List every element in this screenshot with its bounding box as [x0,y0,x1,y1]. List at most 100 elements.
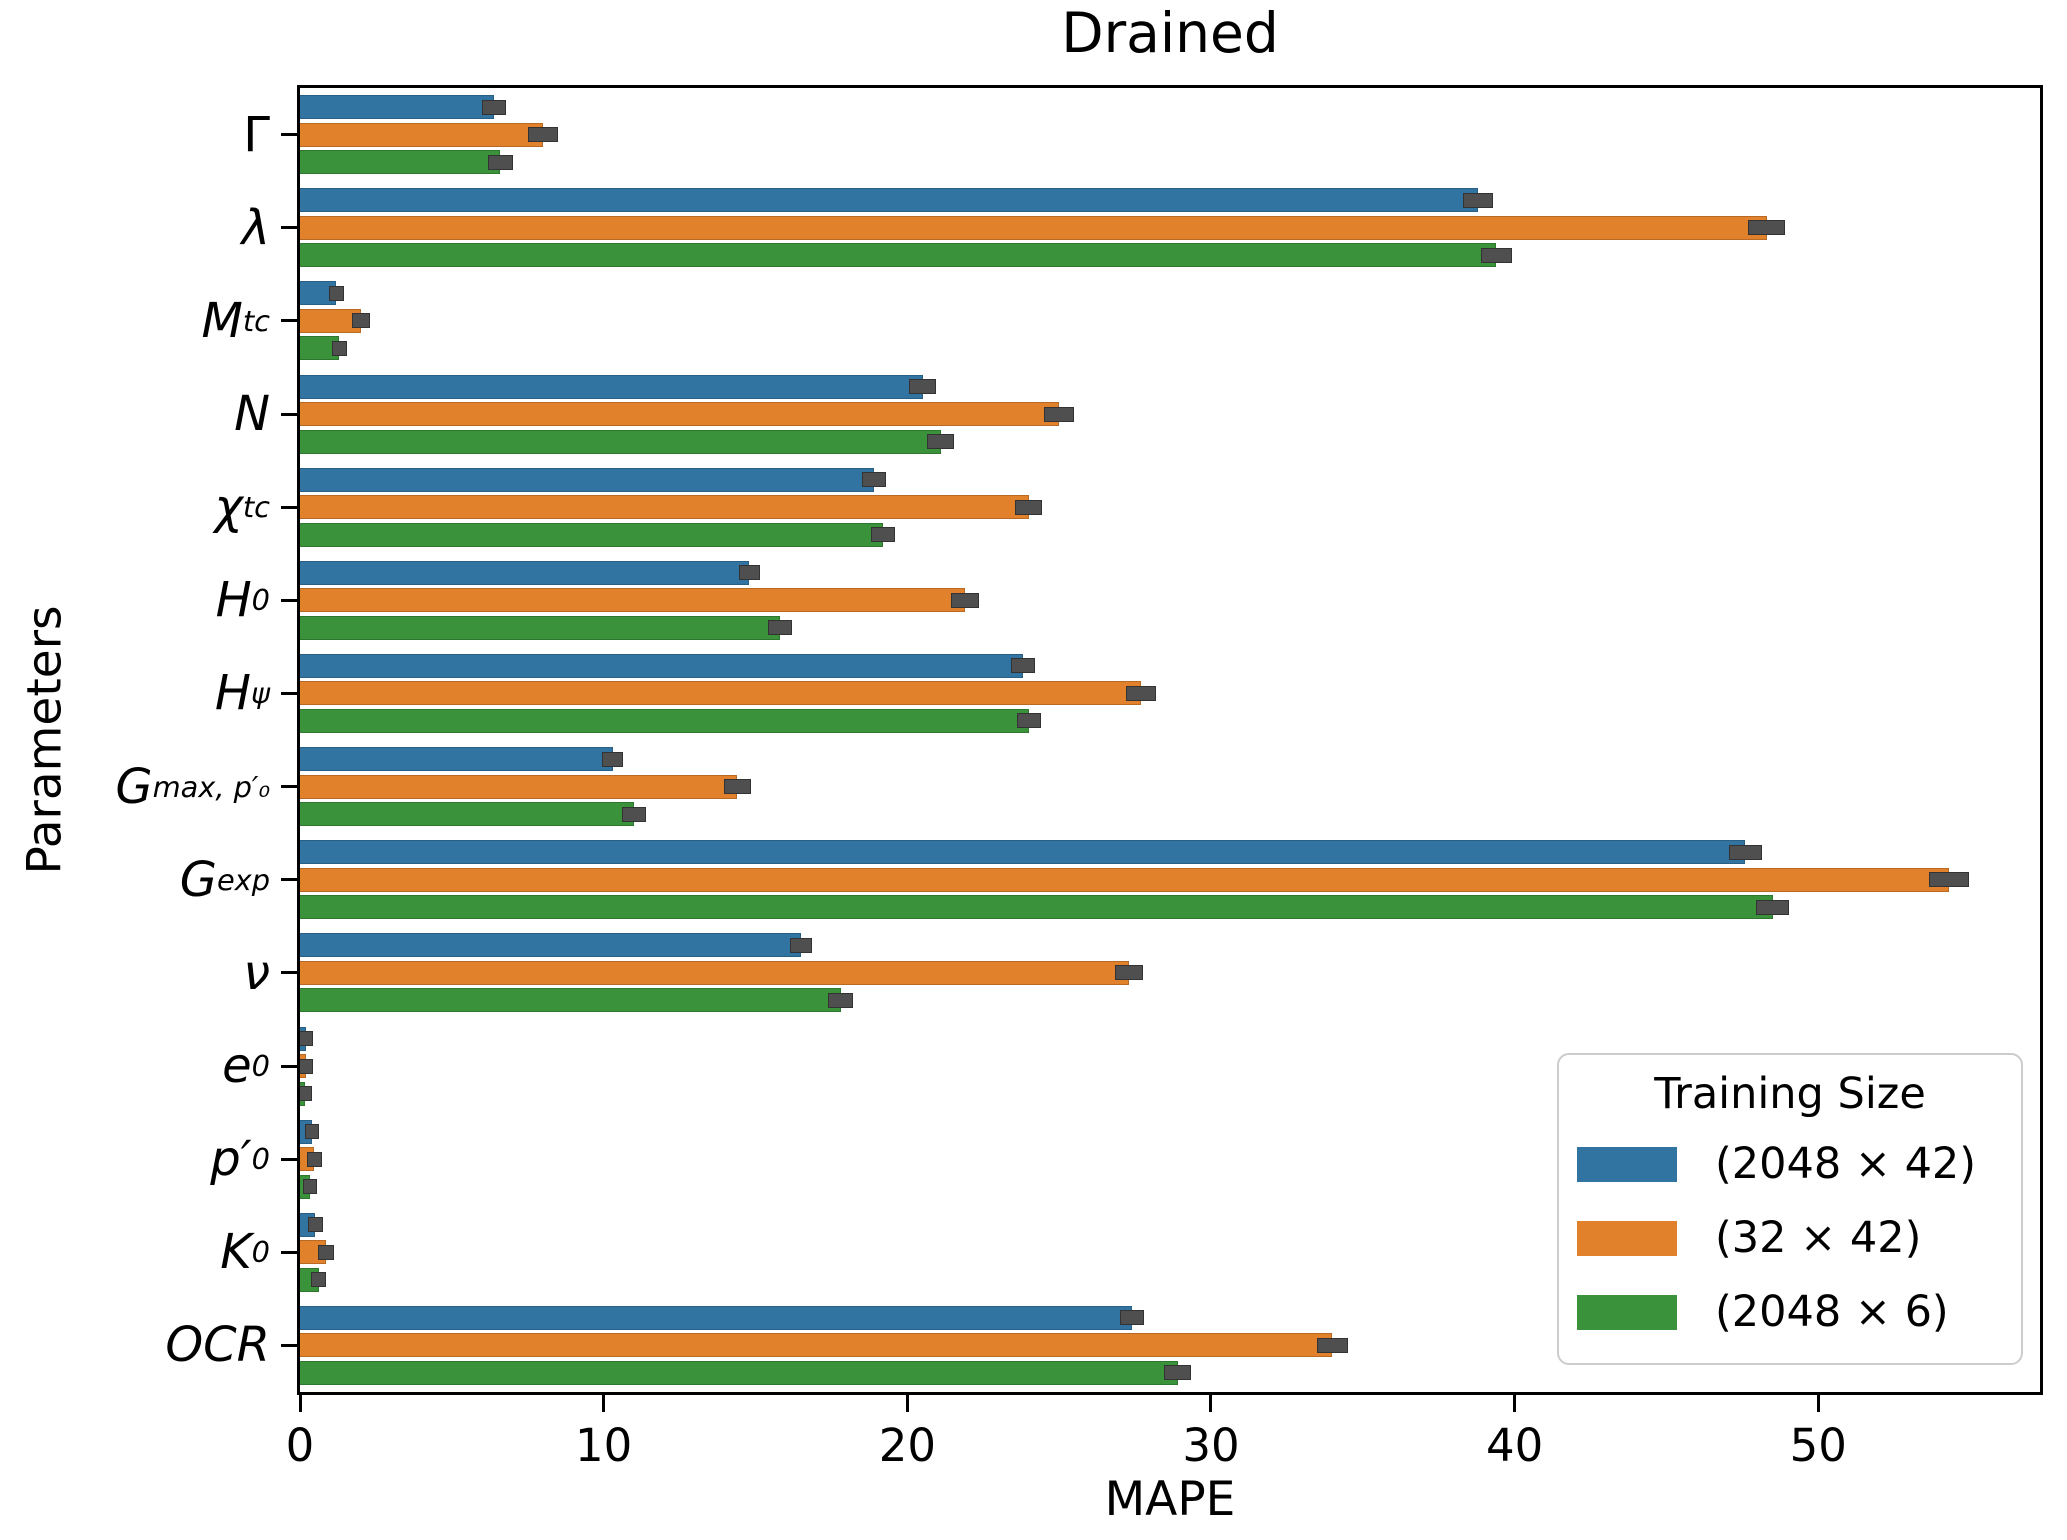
bar [300,188,1479,213]
error-bar [951,592,979,608]
bar [300,429,941,454]
y-tick [281,1064,297,1068]
bar [300,467,874,492]
x-tick-label: 10 [575,1419,633,1472]
error-bar [870,527,896,543]
y-axis-label: Parameters [17,605,73,875]
y-tick [281,598,297,602]
bar [300,122,543,147]
y-tick [281,1343,297,1347]
legend-label: (32 × 42) [1715,1213,1922,1263]
bar [300,802,635,827]
legend-entry: (2048 × 6) [1559,1275,2021,1349]
error-bar [1016,713,1041,729]
legend-label: (2048 × 6) [1715,1287,1949,1337]
x-tick-label: 0 [285,1419,315,1472]
bar [300,215,1767,240]
error-bar [311,1272,327,1288]
bar [300,560,750,585]
error-bar [790,937,812,953]
error-bar [1463,192,1494,208]
error-bar [1125,685,1157,701]
error-bar [621,806,647,822]
bar [300,867,1949,892]
error-bar [302,1179,317,1195]
y-tick [281,319,297,323]
y-tick [281,226,297,230]
legend-swatch [1577,1220,1677,1256]
x-tick [602,1395,606,1412]
chart-title: Drained [1061,1,1279,65]
x-axis-label: MAPE [1104,1472,1236,1527]
legend-label: (2048 × 42) [1715,1139,1977,1189]
legend: Training Size (2048 × 42) (32 × 42) (2048 … [1557,1053,2023,1365]
error-bar [300,1086,313,1101]
x-tick-label: 30 [1182,1419,1240,1472]
bar [300,1360,1178,1385]
error-bar [331,340,348,356]
bar [300,840,1746,865]
error-bar [1010,658,1035,674]
error-bar [1481,247,1512,263]
bar [300,95,495,120]
error-bar [300,1031,314,1046]
error-bar [602,751,624,767]
error-bar [908,379,937,394]
error-bar [1748,220,1785,236]
error-bar [328,285,345,301]
bar [300,615,780,640]
y-tick [281,1157,297,1161]
error-bar [927,434,955,449]
error-bar [1728,844,1763,860]
error-bar [300,1058,314,1074]
error-bar [1929,872,1969,888]
y-tick [281,878,297,882]
error-bar [1317,1337,1348,1353]
y-tick [281,133,297,137]
error-bar [723,779,751,795]
bar [300,933,802,958]
bar [300,747,613,772]
error-bar [828,992,853,1008]
error-bar [317,1244,334,1260]
y-tick-label: ν [243,944,270,1001]
x-tick [298,1395,302,1412]
bar [300,653,1023,678]
x-tick [1209,1395,1213,1412]
error-bar [767,620,792,636]
y-tick [281,412,297,416]
x-tick-label: 40 [1486,1419,1544,1472]
bar [300,522,884,547]
legend-entry: (32 × 42) [1559,1201,2021,1275]
error-bar [351,313,370,329]
error-bar [1115,965,1143,981]
error-bar [738,565,761,581]
error-bar [1015,499,1043,515]
error-bar [527,127,559,143]
bar [300,495,1029,520]
bar [300,402,1060,426]
x-tick [1513,1395,1517,1412]
bar [300,150,501,175]
bar [300,960,1129,985]
y-tick [281,691,297,695]
error-bar [1043,406,1075,422]
y-tick [281,505,297,509]
bar [300,708,1029,733]
bar [300,588,966,613]
x-tick [905,1395,909,1412]
x-tick-label: 20 [878,1419,936,1472]
bar [300,308,361,333]
bar [300,774,738,799]
error-bar [306,1151,322,1167]
y-tick [281,785,297,789]
error-bar [1756,899,1790,915]
legend-entry: (2048 × 42) [1559,1127,2021,1201]
bar [300,895,1773,920]
